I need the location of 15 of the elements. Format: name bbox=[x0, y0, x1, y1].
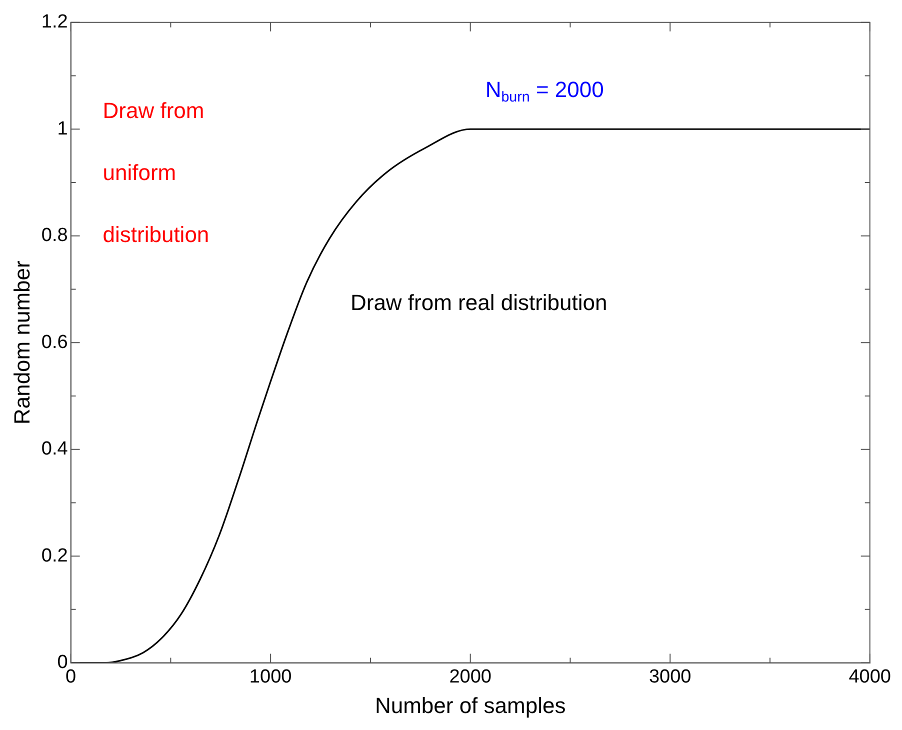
annotation: Draw from real distribution bbox=[350, 290, 608, 316]
x-tick-label: 3000 bbox=[648, 666, 692, 688]
y-tick-label: 0.2 bbox=[41, 545, 68, 566]
y-tick-label: 0.6 bbox=[41, 332, 68, 353]
y-tick-label: 0.4 bbox=[41, 438, 68, 460]
x-tick-label: 4000 bbox=[848, 666, 892, 688]
y-tick-label: 1.2 bbox=[41, 12, 68, 33]
y-axis-title: Random number bbox=[9, 260, 34, 425]
y-tick-label: 0.8 bbox=[41, 225, 68, 246]
x-tick-label: 1000 bbox=[249, 666, 292, 688]
text: Draw from uniform distribution bbox=[102, 98, 210, 248]
x-tick-label: 2000 bbox=[449, 666, 492, 688]
y-tick-label: 1 bbox=[57, 118, 68, 140]
x-axis-title: Number of samples bbox=[374, 692, 566, 718]
y-tick-label: 0 bbox=[57, 652, 68, 674]
